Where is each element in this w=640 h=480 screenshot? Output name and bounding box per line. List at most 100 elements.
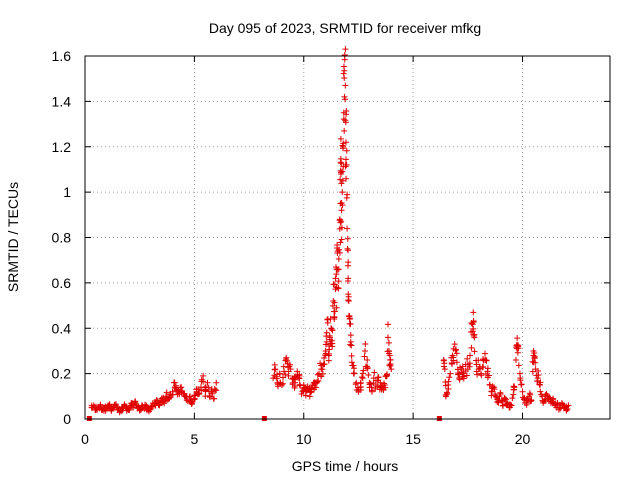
data-point — [460, 373, 467, 380]
data-point — [341, 74, 348, 81]
data-point — [526, 390, 533, 397]
data-point — [345, 247, 352, 254]
data-point — [535, 368, 542, 375]
data-point — [445, 378, 452, 385]
y-tick-label: 1 — [63, 184, 71, 200]
axis-ticks: 0 0.2 0.4 0.6 0.8 1 1.2 1.4 1.6 0 5 10 15 20 — [52, 48, 610, 447]
data-point — [202, 387, 209, 394]
data-point — [335, 278, 342, 285]
data-point — [473, 361, 480, 368]
data-point — [546, 394, 553, 401]
data-point — [319, 370, 326, 377]
data-point — [321, 361, 328, 368]
data-point — [551, 400, 558, 407]
data-point — [499, 402, 506, 409]
data-point — [384, 334, 391, 341]
data-point — [468, 344, 475, 351]
data-point — [330, 298, 337, 305]
data-point — [212, 387, 219, 394]
data-point — [343, 108, 350, 115]
data-point — [144, 405, 151, 412]
data-point — [384, 321, 391, 328]
data-point — [375, 374, 382, 381]
data-point — [161, 400, 168, 407]
data-point — [166, 394, 173, 401]
data-point — [343, 147, 350, 154]
data-point — [338, 236, 345, 243]
data-point — [361, 353, 368, 360]
data-point — [206, 394, 213, 401]
data-point — [441, 360, 448, 367]
data-point — [345, 298, 352, 305]
data-point — [502, 396, 509, 403]
data-point — [290, 376, 297, 383]
data-point — [466, 360, 473, 367]
data-point — [531, 355, 538, 362]
data-point — [333, 304, 340, 311]
data-point — [211, 395, 218, 402]
data-point — [358, 374, 365, 381]
data-point — [200, 372, 207, 379]
data-point — [209, 390, 216, 397]
data-point — [488, 388, 495, 395]
data-point — [97, 401, 104, 408]
data-point — [482, 350, 489, 357]
data-point — [344, 225, 351, 232]
data-point — [341, 127, 348, 134]
data-point — [336, 246, 343, 253]
data-point — [512, 357, 519, 364]
data-point — [467, 352, 473, 359]
data-point — [286, 361, 293, 368]
data-point — [347, 341, 354, 348]
data-point — [532, 359, 539, 366]
data-point — [200, 378, 207, 385]
data-point — [480, 363, 487, 370]
data-point — [387, 362, 394, 369]
x-axis-label: GPS time / hours — [292, 458, 399, 474]
data-point — [276, 370, 283, 377]
data-point — [387, 356, 394, 363]
data-point — [343, 161, 350, 168]
data-point — [362, 347, 368, 354]
data-point — [287, 366, 294, 373]
data-point — [339, 202, 346, 209]
data-point — [534, 375, 541, 382]
y-tick-label: 0 — [63, 411, 71, 427]
data-point — [112, 401, 119, 408]
data-point — [339, 177, 346, 184]
data-point — [321, 355, 328, 362]
data-point — [359, 370, 366, 377]
data-point — [306, 393, 313, 400]
data-point — [382, 384, 389, 391]
data-point — [453, 359, 460, 366]
data-point — [328, 326, 335, 333]
data-point — [322, 341, 329, 348]
data-point — [296, 375, 303, 382]
data-point — [364, 357, 371, 364]
data-point — [156, 400, 163, 407]
data-point — [297, 382, 304, 389]
y-tick-label: 0.8 — [52, 230, 72, 246]
data-point — [508, 402, 515, 409]
data-point — [314, 378, 321, 385]
data-point — [190, 396, 197, 403]
data-point — [319, 366, 326, 373]
x-tick-label: 20 — [515, 431, 531, 447]
data-point — [344, 245, 351, 252]
data-point — [344, 191, 351, 198]
data-point — [272, 366, 279, 373]
data-point — [342, 96, 349, 103]
data-point — [362, 341, 369, 348]
data-point — [367, 380, 374, 387]
chart-title: Day 095 of 2023, SRMTID for receiver mfk… — [209, 20, 481, 36]
data-points — [86, 46, 572, 421]
data-point — [337, 159, 344, 166]
data-point — [314, 371, 321, 378]
data-point — [537, 379, 544, 386]
data-point — [329, 327, 336, 334]
data-point — [517, 377, 524, 384]
data-point — [360, 367, 367, 374]
data-point — [338, 169, 345, 176]
data-point — [514, 335, 521, 342]
